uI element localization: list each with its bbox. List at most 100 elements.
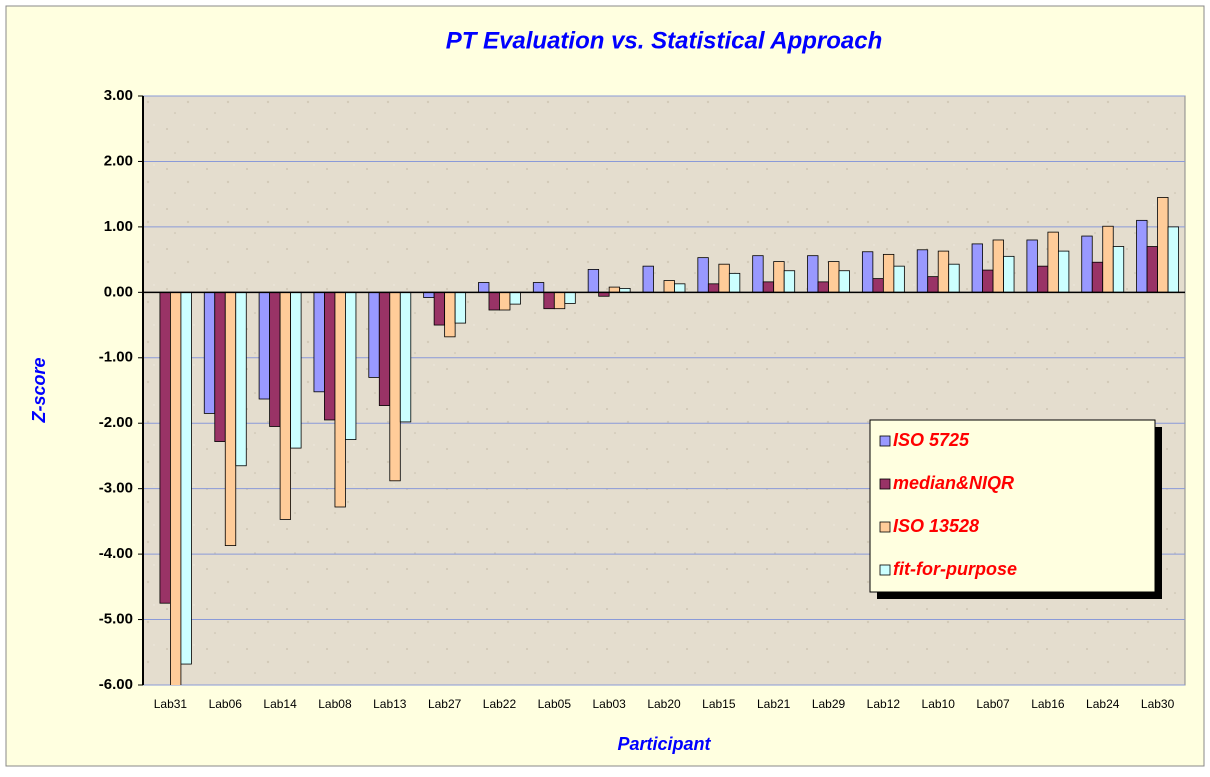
bar	[916, 249, 929, 293]
y-tick-label: 3.00	[104, 87, 133, 104]
bar	[1003, 255, 1015, 293]
bar	[279, 291, 292, 520]
legend-marker	[879, 564, 891, 576]
y-tick-label: 2.00	[104, 152, 133, 169]
bar	[1091, 261, 1104, 293]
axes: 3.00 2.00 1.00 0.00 -1.00 -2.00 -3.00 -4.00 -5.0…	[99, 87, 1185, 711]
y-axis-title: Z-score	[29, 357, 49, 423]
bar	[948, 263, 960, 293]
bar	[170, 291, 182, 685]
chart-title: PT Evaluation vs. Statistical Approach	[446, 27, 883, 54]
bar	[783, 270, 796, 293]
bar	[807, 255, 819, 293]
bar	[444, 291, 456, 338]
x-tick-label: Lab20	[647, 697, 681, 711]
x-tick-label: Lab08	[318, 697, 352, 711]
y-tick-label: -2.00	[99, 414, 133, 431]
bar	[564, 291, 576, 304]
bar	[1157, 197, 1169, 293]
bar	[334, 291, 346, 508]
bar	[893, 265, 905, 293]
legend-marker	[879, 478, 891, 490]
bar	[553, 291, 566, 310]
bar	[433, 291, 446, 326]
bar	[817, 281, 829, 293]
bar	[992, 239, 1004, 293]
bar	[707, 283, 720, 293]
bar	[399, 291, 412, 423]
bar	[642, 265, 654, 293]
bar	[1047, 231, 1059, 293]
x-tick-label: Lab14	[263, 697, 297, 711]
bar	[728, 272, 741, 293]
x-tick-label: Lab12	[867, 697, 901, 711]
bar	[368, 291, 380, 378]
bar	[203, 291, 216, 414]
bar	[543, 291, 555, 310]
bar	[488, 291, 500, 311]
bar	[1112, 246, 1125, 293]
y-tick-label: -4.00	[99, 545, 133, 562]
bar	[324, 291, 336, 421]
bar	[1081, 235, 1093, 293]
bar	[1167, 226, 1179, 293]
y-tick-label: 1.00	[104, 218, 133, 235]
x-tick-label: Lab29	[812, 697, 846, 711]
bar	[608, 286, 621, 293]
bar	[509, 291, 521, 305]
bar	[1036, 265, 1049, 293]
x-tick-label: Lab31	[154, 697, 188, 711]
bar	[214, 291, 226, 442]
bar	[290, 291, 302, 449]
y-tick-label: -6.00	[99, 676, 133, 693]
bar	[454, 291, 467, 324]
legend-label: fit-for-purpose	[893, 559, 1017, 579]
bar	[674, 283, 686, 293]
legend: ISO 5725 median&NIQR ISO 13528 fit-for-purp…	[869, 419, 1162, 599]
y-tick-label: -5.00	[99, 611, 133, 628]
bar	[378, 291, 391, 406]
bar	[971, 243, 983, 293]
x-tick-label: Lab13	[373, 697, 407, 711]
bar	[235, 291, 247, 467]
bar	[927, 276, 939, 293]
bar	[269, 291, 281, 427]
y-tick-label: 0.00	[104, 283, 133, 300]
x-tick-label: Lab06	[209, 697, 243, 711]
legend-box	[869, 419, 1156, 593]
bar	[258, 291, 271, 400]
legend-marker	[879, 435, 891, 447]
bar	[663, 280, 675, 293]
bar	[872, 278, 884, 293]
bar	[499, 291, 511, 311]
x-tick-label: Lab07	[976, 697, 1010, 711]
bar	[882, 253, 895, 293]
bar	[773, 261, 785, 293]
legend-label: median&NIQR	[893, 473, 1014, 493]
bar	[389, 291, 401, 482]
bar	[982, 269, 994, 293]
bar	[587, 269, 600, 293]
x-tick-label: Lab15	[702, 697, 736, 711]
x-tick-label: Lab10	[922, 697, 956, 711]
x-tick-label: Lab03	[592, 697, 626, 711]
bar	[718, 263, 730, 293]
bar	[159, 291, 171, 604]
bar	[1146, 246, 1158, 293]
y-tick-label: -1.00	[99, 349, 133, 366]
x-tick-label: Lab22	[483, 697, 517, 711]
bar	[180, 291, 192, 665]
bar	[478, 282, 490, 293]
x-axis-title: Participant	[617, 734, 711, 754]
bar	[532, 282, 545, 293]
x-tick-label: Lab24	[1086, 697, 1120, 711]
bar	[423, 291, 435, 298]
x-tick-label: Lab16	[1031, 697, 1065, 711]
legend-label: ISO 13528	[893, 516, 979, 536]
bar	[752, 255, 764, 293]
bar	[1136, 219, 1148, 293]
bar	[224, 291, 237, 547]
bar	[1102, 225, 1114, 293]
bar	[838, 270, 850, 293]
